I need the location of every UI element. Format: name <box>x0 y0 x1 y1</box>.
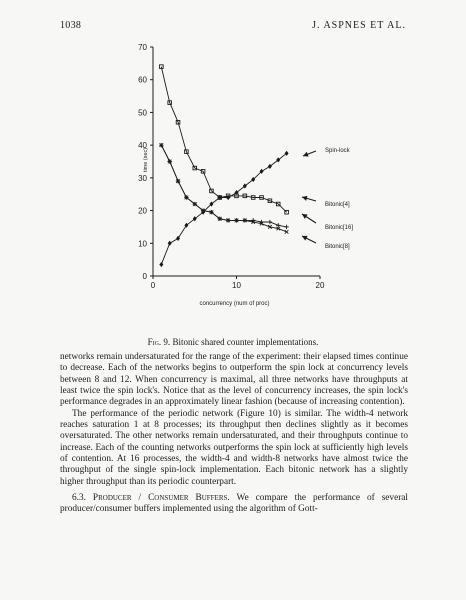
x-tick-label: 20 <box>316 281 325 290</box>
legend-arrowhead <box>302 195 308 201</box>
data-point-cross <box>167 159 172 164</box>
data-point-square <box>225 193 231 199</box>
legend-label: Spin-lock <box>325 148 351 154</box>
data-point-cross <box>217 216 222 221</box>
data-point-square <box>184 149 189 154</box>
data-point-square <box>267 198 273 204</box>
figure-label: Fig. 9. <box>147 337 171 347</box>
y-axis-label: time (sec) <box>143 148 149 172</box>
data-point-diamond <box>242 183 247 189</box>
data-point-square <box>250 195 256 200</box>
data-point-cross <box>234 218 239 223</box>
data-point-diamond <box>159 261 164 268</box>
data-point-cross <box>259 221 264 226</box>
data-point-square <box>276 201 281 207</box>
body-text: networks remain undersaturated for the r… <box>60 352 408 516</box>
data-point-square <box>284 209 289 215</box>
data-point-diamond <box>167 240 172 246</box>
data-point-square <box>192 165 197 171</box>
y-tick-label: 0 <box>143 272 148 281</box>
paragraph-1: networks remain undersaturated for the r… <box>60 352 408 408</box>
legend-arrowhead <box>302 235 308 241</box>
series-spin-lock <box>159 150 289 268</box>
data-point-cross <box>175 179 181 184</box>
data-point-diamond <box>284 150 289 156</box>
y-tick-label: 40 <box>138 141 147 150</box>
data-point-cross <box>267 224 273 230</box>
paragraph-2: The performance of the periodic network … <box>60 408 408 487</box>
section-heading: 6.3. Producer / Consumer Buffers. <box>72 493 230 504</box>
data-point-diamond <box>251 176 256 183</box>
line-chart: 0 10 20 30 40 50 60 70 0 10 20 time (sec) concurrenc… <box>138 43 353 307</box>
data-point-cross <box>226 218 231 223</box>
running-header: 1038 J. ASPNES ET AL. <box>60 20 406 34</box>
data-point-square <box>200 169 206 174</box>
y-tick-label: 70 <box>138 43 147 52</box>
data-point-diamond <box>276 157 281 163</box>
x-axis-label: concurrency (num of proc) <box>199 301 269 307</box>
data-point-square <box>234 193 239 199</box>
section-text: We compare the performance of several pr… <box>60 493 409 515</box>
data-point-plus <box>284 224 289 230</box>
chart-labels: 0 10 20 30 40 50 60 70 0 10 20 time (sec) concurrenc… <box>138 43 353 307</box>
data-point-square <box>209 188 214 194</box>
y-tick-label: 60 <box>138 76 147 85</box>
chart-series <box>159 64 289 268</box>
data-point-cross <box>242 218 247 223</box>
data-point-plus <box>267 219 273 225</box>
data-point-plus <box>276 223 281 228</box>
data-point-diamond <box>267 163 272 170</box>
x-tick-label: 10 <box>232 281 241 290</box>
series-line <box>160 66 287 213</box>
legend-arrowhead <box>303 151 309 157</box>
data-point-square <box>259 195 264 200</box>
y-tick-label: 10 <box>138 239 147 248</box>
data-point-diamond <box>176 235 181 241</box>
data-point-cross <box>251 219 256 225</box>
paragraph-3: 6.3. Producer / Consumer Buffers. We com… <box>60 493 408 516</box>
data-point-square <box>175 119 181 125</box>
data-point-diamond <box>184 222 189 228</box>
series-bitonic-8 <box>159 143 289 234</box>
data-point-diamond <box>259 168 264 174</box>
data-point-cross <box>200 208 206 213</box>
running-head: J. ASPNES ET AL. <box>312 20 406 31</box>
data-point-square <box>167 100 172 105</box>
legend-label: Bitonic[8] <box>325 244 350 250</box>
figure-caption: Fig. 9. Bitonic shared counter implement… <box>60 337 406 347</box>
series-line <box>160 152 287 265</box>
chart-axes <box>150 46 321 279</box>
data-point-cross <box>276 226 281 231</box>
data-point-cross <box>284 229 289 234</box>
data-point-square <box>242 193 248 199</box>
page-number: 1038 <box>60 20 82 31</box>
data-point-square <box>159 64 164 69</box>
data-point-cross <box>184 195 189 200</box>
series-line <box>160 144 287 233</box>
y-tick-label: 50 <box>138 108 147 117</box>
series-bitonic-16 <box>159 142 289 230</box>
data-point-diamond <box>209 201 214 207</box>
legend-arrowhead <box>302 214 308 219</box>
data-point-cross <box>209 210 214 215</box>
x-tick-label: 0 <box>151 281 156 290</box>
y-tick-label: 20 <box>138 207 147 216</box>
data-point-cross <box>192 201 197 207</box>
figure-caption-text: Bitonic shared counter implementations. <box>172 337 319 347</box>
data-point-diamond <box>192 216 197 222</box>
data-point-cross <box>159 143 164 148</box>
data-point-square <box>217 195 223 200</box>
legend-label: Bitonic[16] <box>325 225 353 231</box>
y-tick-label: 30 <box>138 174 147 183</box>
legend-label: Bitonic[4] <box>325 202 350 208</box>
series-bitonic-4 <box>159 64 289 215</box>
